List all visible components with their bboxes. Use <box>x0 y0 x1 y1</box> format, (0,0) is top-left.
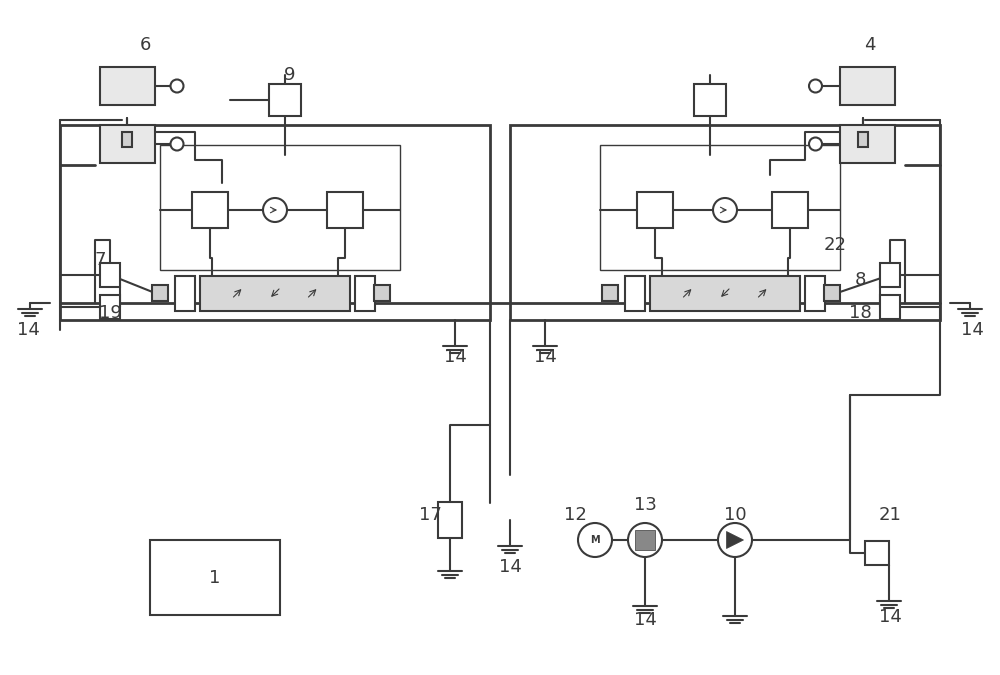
Bar <box>100 295 120 319</box>
Bar <box>824 285 840 301</box>
Text: 12: 12 <box>564 506 586 524</box>
Text: 1: 1 <box>209 569 221 587</box>
Circle shape <box>170 138 184 151</box>
Bar <box>650 275 800 310</box>
Text: 17: 17 <box>419 506 441 524</box>
Bar <box>100 125 154 163</box>
Bar <box>60 125 490 320</box>
Text: 22: 22 <box>824 236 846 254</box>
Text: 14: 14 <box>879 608 901 626</box>
Bar <box>150 540 280 615</box>
Text: 18: 18 <box>849 304 871 322</box>
Text: 14: 14 <box>961 321 983 339</box>
Bar <box>600 145 840 270</box>
Bar <box>840 67 895 105</box>
Bar <box>625 275 645 310</box>
Bar <box>805 275 825 310</box>
Circle shape <box>578 523 612 557</box>
Bar <box>880 295 900 319</box>
Bar <box>772 192 808 228</box>
Bar <box>200 275 350 310</box>
Bar <box>637 192 673 228</box>
Circle shape <box>628 523 662 557</box>
Polygon shape <box>269 84 301 116</box>
Polygon shape <box>694 84 726 116</box>
Text: 19: 19 <box>99 304 121 322</box>
Bar <box>160 145 400 270</box>
Text: 8: 8 <box>854 271 866 289</box>
Bar <box>374 285 390 301</box>
Polygon shape <box>726 531 744 549</box>
Text: 7: 7 <box>94 251 106 269</box>
Bar <box>840 125 895 163</box>
Circle shape <box>718 523 752 557</box>
Bar <box>192 192 228 228</box>
Text: 9: 9 <box>284 66 296 84</box>
Bar <box>122 132 132 147</box>
Circle shape <box>170 80 184 92</box>
Bar <box>858 132 868 147</box>
Text: 10: 10 <box>724 506 746 524</box>
Text: 14: 14 <box>634 611 656 629</box>
Bar <box>100 67 154 105</box>
Circle shape <box>263 198 287 222</box>
Bar <box>152 285 168 301</box>
Text: 14: 14 <box>444 348 466 366</box>
Bar <box>355 275 375 310</box>
Bar <box>100 263 120 287</box>
Bar <box>602 285 618 301</box>
Bar <box>880 263 900 287</box>
Text: M: M <box>590 535 600 545</box>
Text: 14: 14 <box>499 558 521 576</box>
Bar <box>327 192 363 228</box>
Text: 13: 13 <box>634 496 656 514</box>
Text: 21: 21 <box>879 506 901 524</box>
Bar <box>438 502 462 538</box>
Circle shape <box>809 80 822 92</box>
Bar <box>865 541 889 565</box>
Text: 6: 6 <box>139 36 151 54</box>
Text: 4: 4 <box>864 36 876 54</box>
Circle shape <box>809 138 822 151</box>
Polygon shape <box>635 530 655 550</box>
Bar <box>175 275 195 310</box>
Text: 14: 14 <box>534 348 556 366</box>
Circle shape <box>713 198 737 222</box>
Bar <box>510 125 940 320</box>
Text: 14: 14 <box>17 321 39 339</box>
